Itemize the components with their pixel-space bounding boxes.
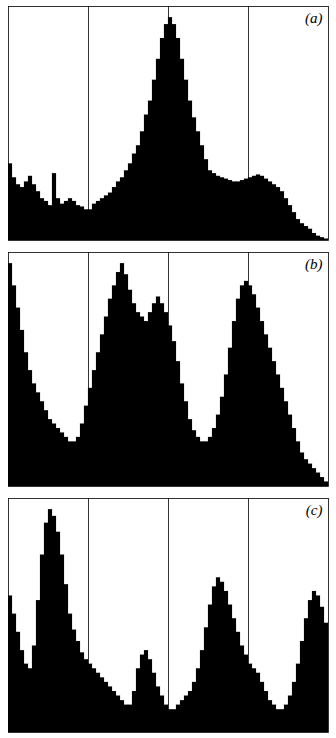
- svg-text:(a): (a): [305, 10, 323, 27]
- svg-text:(c): (c): [306, 502, 323, 519]
- svg-text:(b): (b): [305, 256, 323, 273]
